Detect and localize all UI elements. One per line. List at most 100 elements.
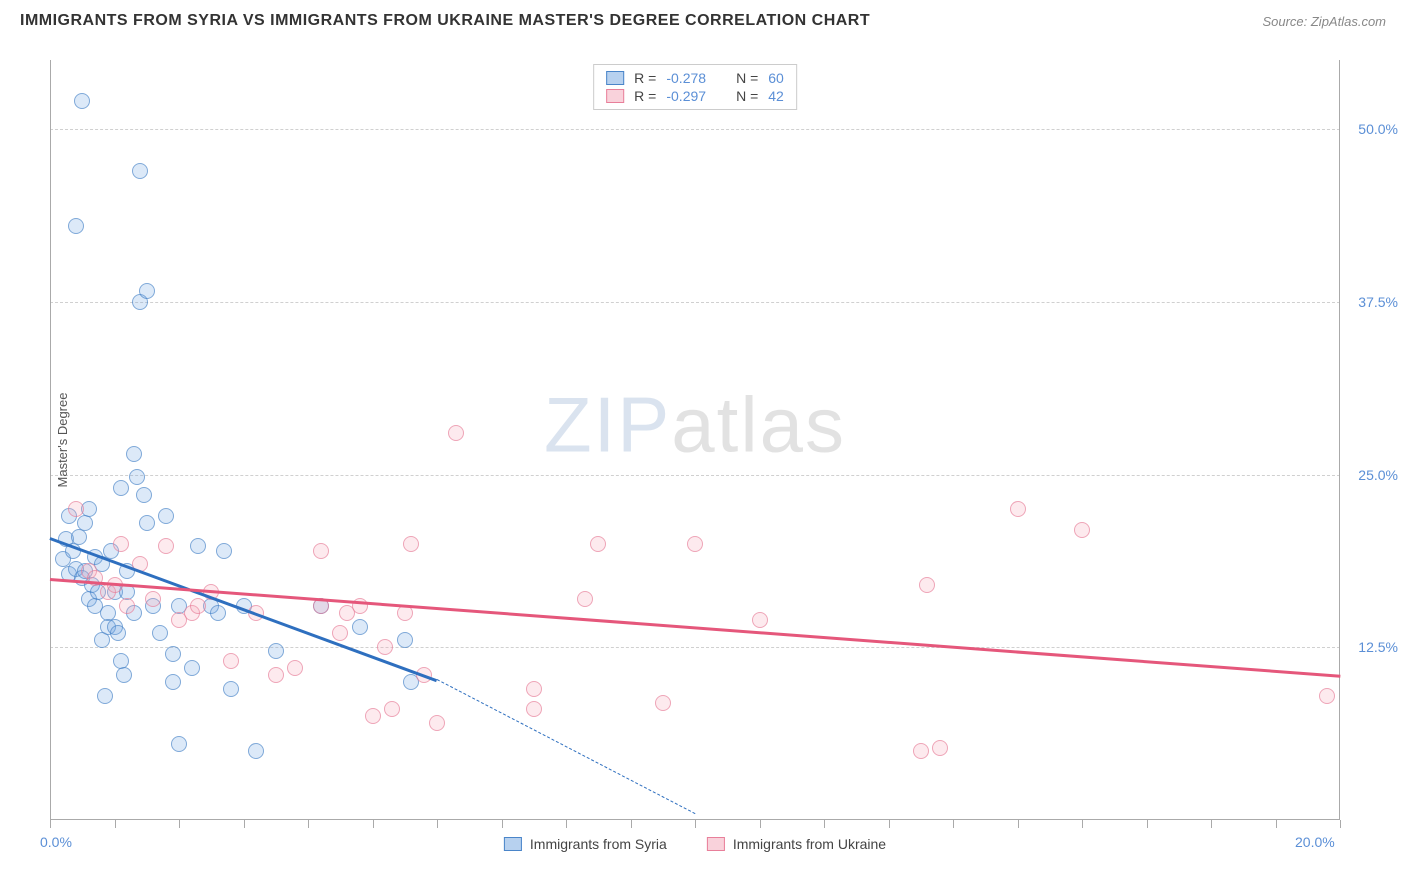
data-point [655,695,671,711]
data-point [223,653,239,669]
legend-label: Immigrants from Ukraine [733,836,886,852]
data-point [171,736,187,752]
gridline [50,129,1340,130]
legend-swatch [606,71,624,85]
x-tick-mark [50,820,51,828]
stat-r-label: R = [634,70,656,86]
x-tick-mark [244,820,245,828]
chart-header: IMMIGRANTS FROM SYRIA VS IMMIGRANTS FROM… [0,0,1406,38]
gridline [50,647,1340,648]
stats-legend-box: R =-0.278N =60R =-0.297N =42 [593,64,797,110]
data-point [932,740,948,756]
data-point [210,605,226,621]
data-point [136,487,152,503]
stats-row: R =-0.297N =42 [606,87,784,105]
data-point [287,660,303,676]
x-tick-mark [1082,820,1083,828]
data-point [94,632,110,648]
data-point [526,681,542,697]
data-point [71,529,87,545]
data-point [77,515,93,531]
data-point [377,639,393,655]
y-tick-label: 37.5% [1358,294,1398,310]
data-point [1319,688,1335,704]
data-point [129,469,145,485]
gridline [50,302,1340,303]
data-point [216,543,232,559]
stat-n-label: N = [736,70,758,86]
data-point [158,508,174,524]
data-point [313,543,329,559]
y-axis-label: Master's Degree [55,393,70,488]
stat-n-value: 60 [768,70,784,86]
data-point [365,708,381,724]
data-point [248,743,264,759]
x-tick-label: 20.0% [1295,834,1335,850]
x-tick-mark [760,820,761,828]
x-tick-mark [179,820,180,828]
data-point [577,591,593,607]
data-point [590,536,606,552]
data-point [126,446,142,462]
stats-row: R =-0.278N =60 [606,69,784,87]
y-axis-line [50,60,51,820]
data-point [752,612,768,628]
y-tick-label: 50.0% [1358,121,1398,137]
x-tick-mark [1018,820,1019,828]
chart-source: Source: ZipAtlas.com [1262,14,1386,29]
data-point [113,480,129,496]
data-point [97,688,113,704]
data-point [184,660,200,676]
data-point [397,632,413,648]
data-point [268,643,284,659]
data-point [119,598,135,614]
data-point [687,536,703,552]
x-tick-mark [824,820,825,828]
legend-item: Immigrants from Ukraine [707,836,886,852]
plot-surface: 12.5%25.0%37.5%50.0%0.0%20.0% [50,60,1340,820]
data-point [68,218,84,234]
x-tick-mark [1147,820,1148,828]
data-point [526,701,542,717]
data-point [919,577,935,593]
legend-swatch [504,837,522,851]
data-point [158,538,174,554]
data-point [268,667,284,683]
gridline [50,475,1340,476]
x-tick-mark [1276,820,1277,828]
data-point [384,701,400,717]
data-point [429,715,445,731]
legend-swatch [707,837,725,851]
data-point [332,625,348,641]
x-tick-mark [1211,820,1212,828]
data-point [190,538,206,554]
data-point [110,625,126,641]
x-tick-label: 0.0% [40,834,72,850]
y-axis-line-right [1339,60,1340,820]
x-tick-mark [566,820,567,828]
data-point [139,515,155,531]
legend-item: Immigrants from Syria [504,836,667,852]
y-tick-label: 25.0% [1358,467,1398,483]
data-point [190,598,206,614]
x-tick-mark [502,820,503,828]
x-tick-mark [695,820,696,828]
x-tick-mark [308,820,309,828]
x-tick-mark [631,820,632,828]
data-point [139,283,155,299]
bottom-legend: Immigrants from Syria Immigrants from Ukr… [504,836,886,852]
data-point [152,625,168,641]
chart-area: 12.5%25.0%37.5%50.0%0.0%20.0% ZIPatlas R… [50,60,1340,820]
legend-swatch [606,89,624,103]
data-point [403,536,419,552]
stat-n-value: 42 [768,88,784,104]
data-point [132,163,148,179]
x-tick-mark [1340,820,1341,828]
data-point [913,743,929,759]
data-point [448,425,464,441]
stat-r-label: R = [634,88,656,104]
data-point [1074,522,1090,538]
x-tick-mark [953,820,954,828]
x-tick-mark [889,820,890,828]
data-point [116,667,132,683]
